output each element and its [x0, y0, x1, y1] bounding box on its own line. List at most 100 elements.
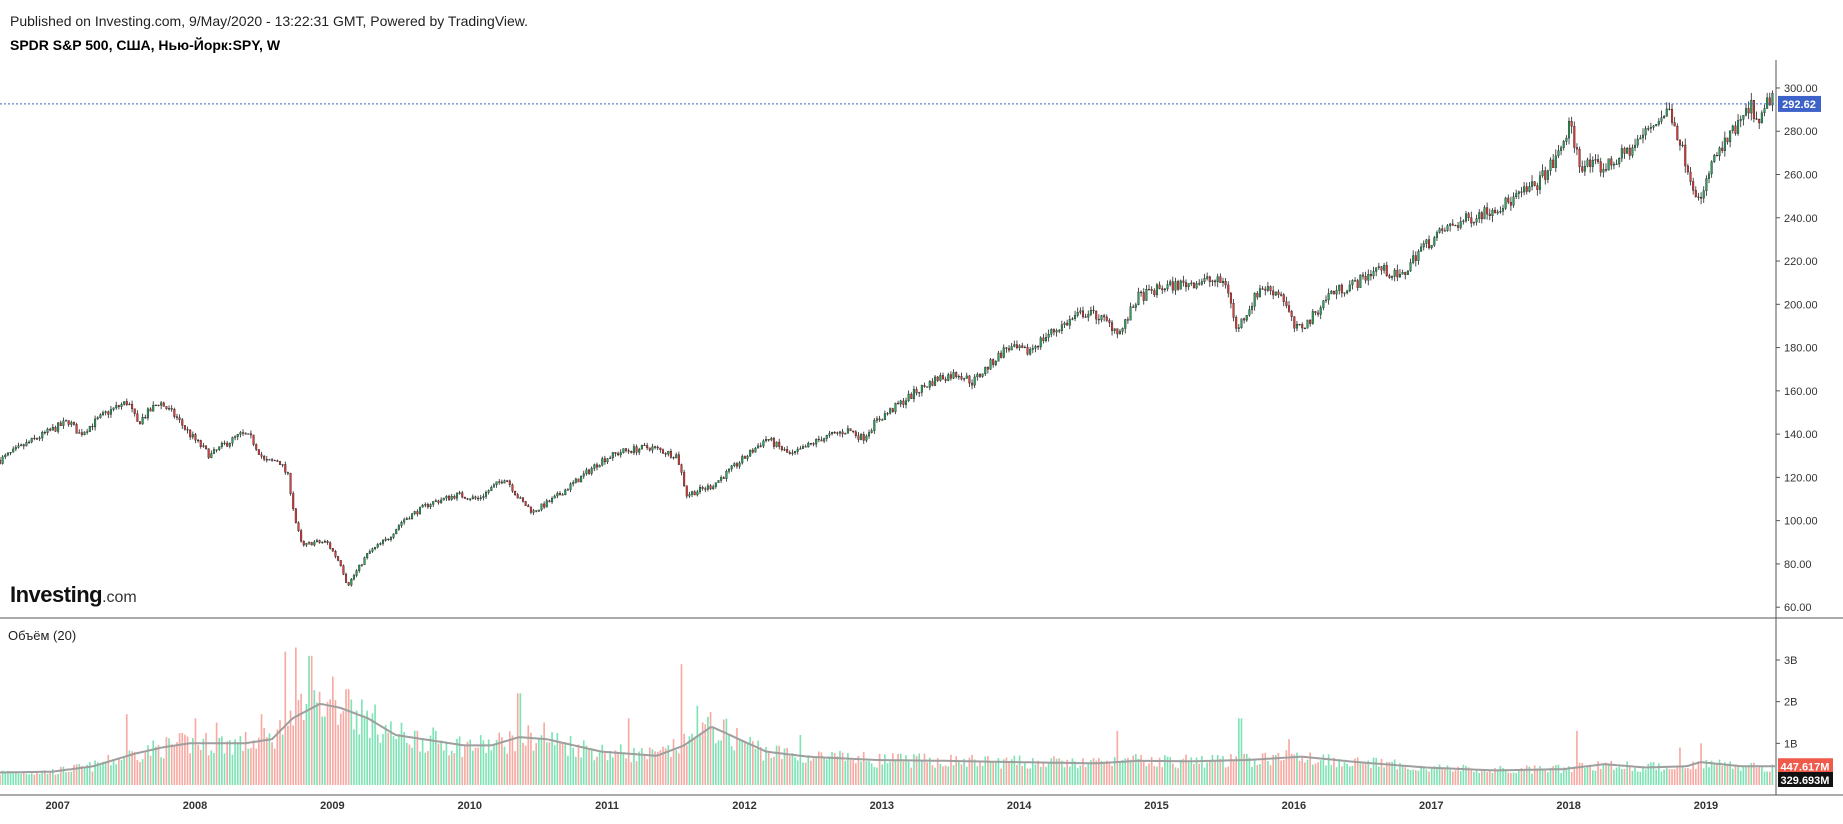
volume-bar — [577, 744, 580, 785]
volume-bar — [268, 733, 271, 785]
candle-body — [278, 461, 282, 465]
volume-bar — [308, 655, 310, 785]
volume-bar — [485, 752, 487, 785]
volume-bar — [807, 755, 810, 785]
volume-bar — [609, 751, 611, 785]
candle-body — [500, 481, 503, 484]
price-pane[interactable] — [0, 90, 1776, 587]
candle-body — [1538, 175, 1541, 190]
candle-body — [722, 477, 725, 479]
volume-bar — [965, 766, 968, 785]
volume-bar — [820, 752, 823, 785]
candle-body — [968, 375, 971, 384]
volume-bar — [17, 773, 20, 785]
candle-body — [1367, 274, 1370, 281]
candle-body — [326, 541, 329, 543]
volume-bar — [1747, 765, 1750, 785]
candle-body — [799, 448, 802, 450]
volume-bar — [1333, 757, 1335, 785]
candle-body — [569, 483, 572, 490]
volume-bar — [1520, 768, 1523, 785]
volume-bar — [979, 761, 981, 785]
candle-body — [197, 439, 200, 442]
candle-body — [886, 413, 889, 415]
volume-bar — [1145, 766, 1148, 785]
volume-bar — [1718, 759, 1721, 785]
volume-bar — [707, 716, 709, 785]
volume-bar — [1105, 760, 1108, 785]
volume-bar — [709, 712, 712, 785]
volume-bar — [1528, 766, 1531, 785]
volume-bar — [617, 752, 619, 785]
volume-bar — [1626, 761, 1628, 785]
candle-body — [321, 541, 324, 544]
candle-body — [6, 452, 9, 456]
volume-bar — [1568, 766, 1570, 785]
candle-body — [548, 500, 551, 503]
candle-body — [870, 430, 873, 433]
candle-body — [236, 434, 239, 437]
candle-body — [807, 443, 810, 448]
candle-body — [817, 438, 820, 441]
candle-body — [675, 454, 678, 459]
volume-bar — [435, 730, 437, 785]
candle-body — [1531, 181, 1534, 187]
candle-body — [1597, 159, 1600, 162]
volume-bar — [928, 757, 931, 785]
volume-bar — [456, 738, 458, 785]
symbol-title: SPDR S&P 500, США, Нью-Йорк:SPY, W — [10, 37, 281, 53]
time-tick-label: 2018 — [1556, 800, 1580, 812]
volume-bar — [1095, 760, 1098, 785]
volume-bar — [387, 732, 390, 785]
volume-pane[interactable] — [0, 647, 1775, 786]
volume-bar — [107, 754, 110, 785]
volume-bar — [1753, 762, 1755, 785]
candle-body — [947, 374, 950, 381]
candle-body — [440, 499, 443, 503]
candle-body — [617, 453, 620, 456]
price-tick-label: 220.00 — [1784, 256, 1818, 268]
candle-body — [1074, 315, 1077, 319]
volume-bar — [70, 771, 73, 785]
volume-bar — [115, 764, 118, 785]
volume-bar — [1314, 763, 1317, 785]
candle-body — [701, 487, 704, 489]
volume-bar — [1539, 766, 1541, 785]
candle-body — [485, 492, 488, 497]
candle-body — [88, 425, 91, 432]
candle-body — [1158, 284, 1161, 289]
volume-bar — [252, 740, 255, 785]
volume-bar — [545, 742, 548, 785]
volume-bar — [1047, 762, 1050, 785]
candle-body — [976, 374, 979, 378]
volume-bar — [1100, 760, 1103, 785]
volume-bar — [471, 750, 474, 785]
volume-bar — [310, 655, 313, 785]
volume-bar — [1689, 769, 1692, 785]
candle-body — [70, 422, 73, 425]
volume-bar — [408, 744, 411, 785]
candle-body — [1689, 171, 1692, 182]
candle-body — [1620, 148, 1623, 159]
candle-body — [1195, 283, 1198, 289]
candle-body — [1237, 327, 1240, 329]
volume-bar — [796, 760, 799, 785]
volume-bar — [527, 725, 530, 785]
candle-body — [1454, 224, 1457, 227]
volume-bar — [923, 753, 926, 785]
candle-body — [1227, 284, 1230, 294]
volume-bar — [958, 760, 960, 785]
volume-bar — [112, 759, 115, 785]
candle-body — [1269, 286, 1272, 291]
candle-body — [580, 475, 583, 483]
candle-body — [434, 500, 437, 502]
volume-bar — [1385, 762, 1388, 785]
candle-body — [286, 472, 289, 474]
volume-bar — [992, 761, 995, 785]
volume-bar — [57, 773, 59, 785]
candle-body — [1034, 346, 1037, 349]
candle-body — [1375, 267, 1378, 272]
volume-bar — [429, 735, 432, 785]
candle-body — [622, 448, 625, 453]
